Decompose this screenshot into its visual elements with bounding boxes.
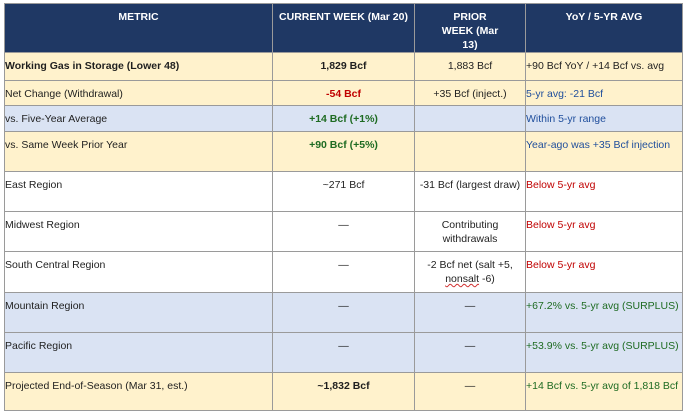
row-metric: Working Gas in Storage (Lower 48) (4, 52, 273, 81)
table-row: Midwest Region — Contributing withdrawal… (4, 211, 683, 252)
row-current: ~271 Bcf (272, 171, 415, 212)
table-row: Pacific Region — — +53.9% vs. 5-yr avg (… (4, 332, 683, 373)
row-yoy: Below 5-yr avg (525, 171, 683, 212)
table-row: vs. Five-Year Average +14 Bcf (+1%) With… (4, 105, 683, 132)
row-yoy: +53.9% vs. 5-yr avg (SURPLUS) (525, 332, 683, 373)
row-current: — (272, 211, 415, 252)
row-yoy: Year-ago was +35 Bcf injection (525, 131, 683, 172)
header-prior-week-label: PRIOR WEEK (Mar 13) (441, 11, 499, 51)
row-current: — (272, 251, 415, 293)
table-row: South Central Region — -2 Bcf net (salt … (4, 251, 683, 293)
row-current: — (272, 292, 415, 333)
table-row: Mountain Region — — +67.2% vs. 5-yr avg … (4, 292, 683, 333)
row-prior: — (414, 292, 526, 333)
row-prior-line1: -2 Bcf net (salt +5, (427, 259, 513, 271)
storage-table: METRIC CURRENT WEEK (Mar 20) PRIOR WEEK … (4, 3, 683, 411)
row-yoy: +67.2% vs. 5-yr avg (SURPLUS) (525, 292, 683, 333)
row-prior: +35 Bcf (inject.) (414, 80, 526, 106)
row-prior (414, 131, 526, 172)
row-yoy: Below 5-yr avg (525, 211, 683, 252)
row-yoy: +90 Bcf YoY / +14 Bcf vs. avg (525, 52, 683, 81)
table-row: East Region ~271 Bcf -31 Bcf (largest dr… (4, 171, 683, 212)
table-row: vs. Same Week Prior Year +90 Bcf (+5%) Y… (4, 131, 683, 172)
header-prior-week: PRIOR WEEK (Mar 13) (414, 3, 526, 53)
spellcheck-word: nonsalt (445, 273, 480, 285)
table-row: Working Gas in Storage (Lower 48) 1,829 … (4, 52, 683, 81)
table-row: Net Change (Withdrawal) -54 Bcf +35 Bcf … (4, 80, 683, 106)
row-prior-line2-rest: -6) (479, 273, 495, 285)
row-current: — (272, 332, 415, 373)
row-metric: Net Change (Withdrawal) (4, 80, 273, 106)
row-prior (414, 105, 526, 132)
row-current: -54 Bcf (272, 80, 415, 106)
row-metric: Midwest Region (4, 211, 273, 252)
row-yoy: +14 Bcf vs. 5-yr avg of 1,818 Bcf (525, 372, 683, 411)
row-metric: Mountain Region (4, 292, 273, 333)
header-row: METRIC CURRENT WEEK (Mar 20) PRIOR WEEK … (4, 3, 683, 53)
row-metric: South Central Region (4, 251, 273, 293)
header-current-week: CURRENT WEEK (Mar 20) (272, 3, 415, 53)
row-prior: — (414, 332, 526, 373)
row-prior: -31 Bcf (largest draw) (414, 171, 526, 212)
table-row: Projected End-of-Season (Mar 31, est.) ~… (4, 372, 683, 411)
row-metric: vs. Same Week Prior Year (4, 131, 273, 172)
header-metric: METRIC (4, 3, 273, 53)
row-metric: Pacific Region (4, 332, 273, 373)
row-prior: — (414, 372, 526, 411)
row-current: +14 Bcf (+1%) (272, 105, 415, 132)
row-current: 1,829 Bcf (272, 52, 415, 81)
row-metric: East Region (4, 171, 273, 212)
row-prior: -2 Bcf net (salt +5, nonsalt -6) (414, 251, 526, 293)
row-metric: Projected End-of-Season (Mar 31, est.) (4, 372, 273, 411)
row-current: ~1,832 Bcf (272, 372, 415, 411)
header-yoy: YoY / 5-YR AVG (525, 3, 683, 53)
row-current: +90 Bcf (+5%) (272, 131, 415, 172)
row-prior: 1,883 Bcf (414, 52, 526, 81)
row-yoy: Within 5-yr range (525, 105, 683, 132)
row-yoy: 5-yr avg: -21 Bcf (525, 80, 683, 106)
row-metric: vs. Five-Year Average (4, 105, 273, 132)
row-yoy: Below 5-yr avg (525, 251, 683, 293)
row-prior: Contributing withdrawals (414, 211, 526, 252)
